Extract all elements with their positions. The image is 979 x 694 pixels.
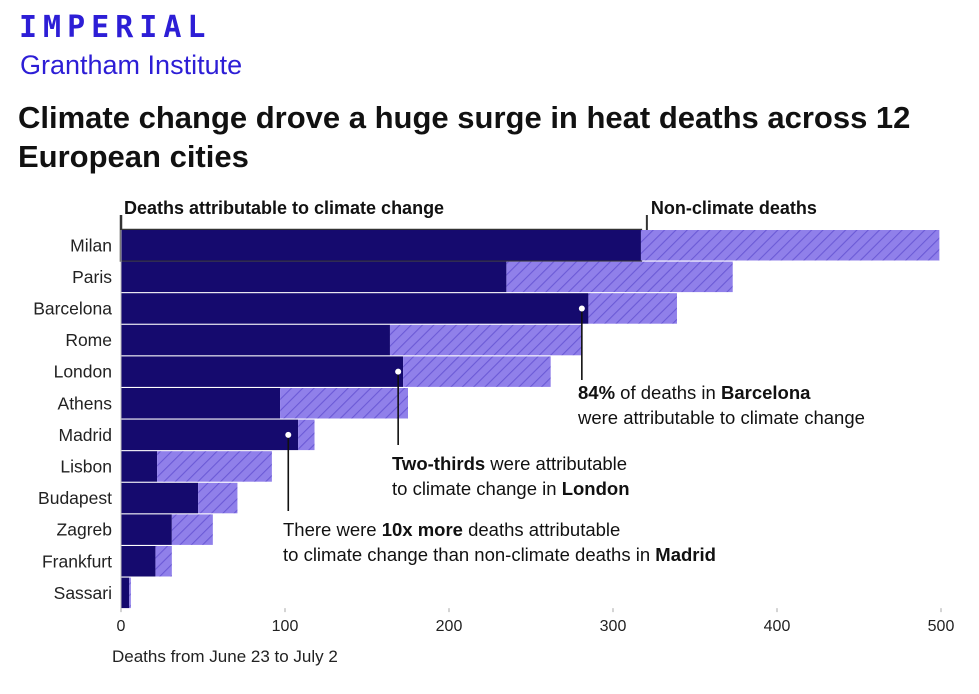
bar-climate-barcelona bbox=[121, 293, 589, 324]
bar-climate-frankfurt bbox=[121, 546, 156, 577]
category-label-budapest: Budapest bbox=[38, 488, 112, 508]
bar-climate-athens bbox=[121, 388, 281, 419]
x-tick-label: 0 bbox=[117, 618, 126, 635]
category-label-frankfurt: Frankfurt bbox=[42, 551, 112, 571]
x-axis-label: Deaths from June 23 to July 2 bbox=[112, 647, 338, 666]
bar-nonclimate-milan bbox=[640, 230, 940, 261]
bar-nonclimate-london bbox=[403, 356, 551, 387]
bar-climate-rome bbox=[121, 324, 390, 356]
category-label-madrid: Madrid bbox=[59, 425, 113, 445]
annotation-dot-barcelona bbox=[578, 305, 585, 312]
category-label-athens: Athens bbox=[58, 393, 113, 413]
category-label-paris: Paris bbox=[72, 267, 112, 287]
category-label-zagreb: Zagreb bbox=[57, 520, 112, 540]
category-label-sassari: Sassari bbox=[54, 583, 112, 603]
x-tick-label: 100 bbox=[272, 618, 299, 635]
bar-climate-paris bbox=[121, 261, 507, 293]
bar-climate-london bbox=[121, 356, 404, 387]
x-tick-label: 200 bbox=[436, 618, 463, 635]
bar-nonclimate-budapest bbox=[198, 482, 238, 514]
bar-nonclimate-sassari bbox=[129, 577, 131, 609]
chart-title: Climate change drove a huge surge in hea… bbox=[18, 100, 911, 174]
bar-nonclimate-zagreb bbox=[171, 514, 213, 545]
bar-nonclimate-paris bbox=[506, 261, 733, 293]
bar-climate-budapest bbox=[121, 482, 199, 514]
category-label-milan: Milan bbox=[70, 235, 112, 255]
bar-climate-madrid bbox=[121, 419, 299, 451]
annotation-text-madrid: to climate change than non-climate death… bbox=[283, 544, 716, 565]
brand-logo-grantham: Grantham Institute bbox=[20, 50, 243, 80]
bar-climate-lisbon bbox=[121, 451, 158, 482]
annotation-dot-london bbox=[395, 368, 402, 375]
bar-nonclimate-lisbon bbox=[157, 451, 272, 482]
category-label-london: London bbox=[54, 362, 112, 382]
brand-logo-imperial: IMPERIAL bbox=[19, 10, 212, 45]
legend-label-nonclimate: Non-climate deaths bbox=[651, 198, 817, 218]
bar-nonclimate-athens bbox=[280, 388, 408, 419]
bar-nonclimate-madrid bbox=[298, 419, 315, 451]
bar-climate-sassari bbox=[121, 577, 130, 609]
x-tick-label: 400 bbox=[764, 618, 791, 635]
category-label-rome: Rome bbox=[65, 330, 112, 350]
annotation-text-barcelona: were attributable to climate change bbox=[577, 407, 865, 428]
bar-climate-milan bbox=[121, 230, 641, 261]
bar-nonclimate-barcelona bbox=[588, 293, 677, 324]
bar-nonclimate-frankfurt bbox=[155, 546, 172, 577]
annotation-text-london: to climate change in London bbox=[392, 478, 630, 499]
annotation-text-madrid: There were 10x more deaths attributable bbox=[283, 519, 620, 540]
x-tick-label: 500 bbox=[928, 618, 955, 635]
category-label-lisbon: Lisbon bbox=[60, 456, 112, 476]
legend-label-climate: Deaths attributable to climate change bbox=[124, 198, 444, 218]
annotation-text-london: Two-thirds were attributable bbox=[392, 453, 627, 474]
bar-climate-zagreb bbox=[121, 514, 172, 545]
category-label-barcelona: Barcelona bbox=[33, 298, 112, 318]
x-tick-label: 300 bbox=[600, 618, 627, 635]
annotation-text-barcelona: 84% of deaths in Barcelona bbox=[578, 382, 811, 403]
bar-nonclimate-rome bbox=[389, 324, 582, 356]
annotation-dot-madrid bbox=[285, 431, 292, 438]
